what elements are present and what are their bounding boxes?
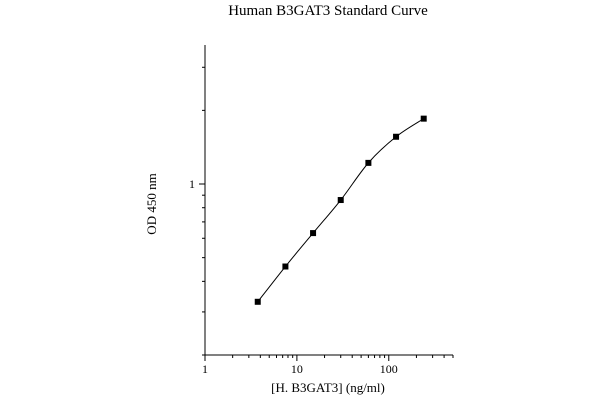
data-points bbox=[254, 115, 427, 305]
y-ticks: 1 bbox=[189, 66, 205, 356]
fitted-curve bbox=[257, 118, 424, 303]
x-tick-label: 1 bbox=[202, 362, 208, 376]
data-point bbox=[420, 115, 427, 122]
data-point bbox=[393, 133, 400, 140]
data-point bbox=[365, 159, 372, 166]
x-axis-label: [H. B3GAT3] (ng/ml) bbox=[271, 380, 385, 395]
axes bbox=[204, 45, 453, 356]
y-axis-label: OD 450 nm bbox=[144, 173, 159, 234]
x-tick-label: 10 bbox=[291, 362, 303, 376]
data-point bbox=[282, 263, 289, 270]
chart-title: Human B3GAT3 Standard Curve bbox=[228, 3, 428, 19]
x-ticks: 1 10 100 bbox=[202, 355, 454, 376]
data-point bbox=[337, 197, 344, 204]
data-point bbox=[310, 230, 317, 237]
x-tick-label: 100 bbox=[380, 362, 398, 376]
data-point bbox=[254, 298, 261, 305]
y-tick-label: 1 bbox=[189, 177, 195, 191]
